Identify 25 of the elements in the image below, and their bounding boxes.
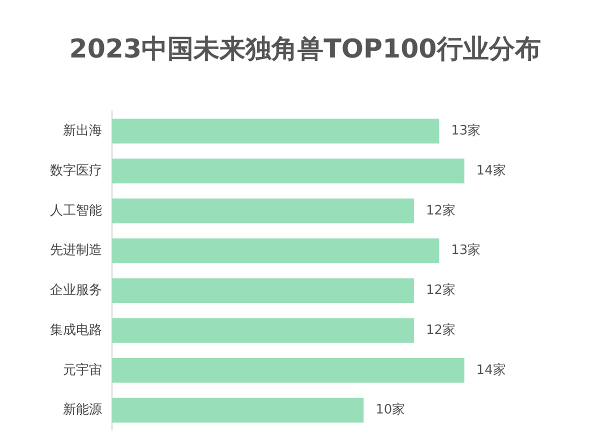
y-tick-label: 集成电路 [50, 322, 102, 338]
data-label: 14家 [476, 162, 506, 178]
y-tick-label: 新能源 [63, 402, 102, 418]
bar [112, 118, 440, 144]
data-label: 13家 [451, 122, 481, 139]
bar [112, 358, 464, 383]
y-tick-label: 先进制造 [50, 243, 102, 258]
bar [112, 398, 364, 423]
data-label: 14家 [476, 362, 506, 378]
bar [112, 198, 414, 224]
bar [112, 158, 464, 184]
bar [112, 318, 414, 343]
data-label: 12家 [426, 322, 456, 338]
data-label: 10家 [376, 402, 406, 418]
y-tick-label: 企业服务 [50, 283, 102, 298]
y-tick-label: 数字医疗 [50, 162, 102, 178]
y-tick-label: 新出海 [63, 124, 102, 139]
chart-title: 2023中国未来独角兽TOP100行业分布 [69, 34, 541, 64]
data-label: 12家 [426, 202, 456, 218]
data-label: 12家 [426, 282, 456, 298]
y-tick-label: 元宇宙 [63, 362, 102, 378]
bar [112, 278, 414, 303]
data-label: 13家 [451, 242, 481, 258]
bar [112, 238, 440, 264]
y-tick-label: 人工智能 [50, 203, 102, 218]
